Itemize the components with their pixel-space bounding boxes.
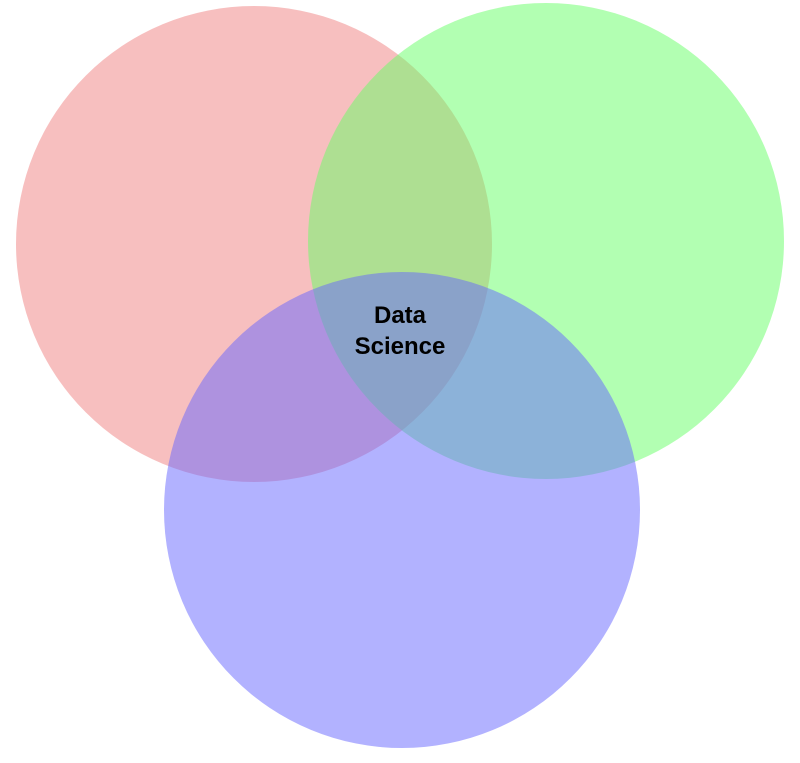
venn-circle-blue: [164, 272, 640, 748]
center-label-line2: Science: [354, 333, 446, 360]
center-label-line1: Data: [373, 302, 427, 329]
center-label: Data Science: [300, 300, 500, 362]
